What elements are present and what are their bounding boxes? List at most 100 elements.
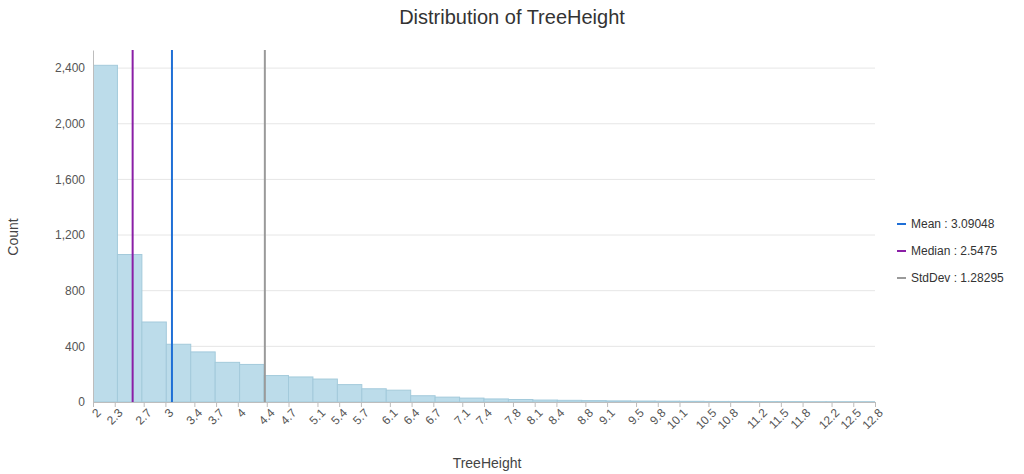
x-tick-label: 2 bbox=[89, 406, 104, 421]
x-tick-label: 11.8 bbox=[788, 406, 814, 432]
x-tick-label: 3 bbox=[162, 406, 177, 421]
histogram-bar bbox=[337, 385, 361, 402]
y-tick-label: 1,200 bbox=[55, 228, 85, 242]
x-tick-label: 7.4 bbox=[473, 406, 495, 428]
x-tick-label: 3.4 bbox=[183, 406, 205, 428]
histogram-bar bbox=[264, 376, 288, 402]
x-tick-label: 5.1 bbox=[307, 406, 329, 428]
histogram-bar bbox=[557, 400, 581, 402]
grid-line bbox=[93, 235, 875, 236]
plot-area bbox=[93, 50, 875, 402]
y-tick-label: 400 bbox=[65, 340, 85, 354]
histogram-bar bbox=[728, 401, 752, 402]
x-tick-label: 6.7 bbox=[422, 406, 444, 428]
x-tick-label: 4 bbox=[234, 406, 249, 421]
x-tick-label: 7.8 bbox=[502, 406, 524, 428]
histogram-bar bbox=[191, 352, 215, 402]
x-tick-label: 2.7 bbox=[133, 406, 155, 428]
y-tick-label: 0 bbox=[78, 395, 85, 409]
x-tick-label: 8.1 bbox=[524, 406, 546, 428]
x-tick: 10.8 bbox=[715, 402, 742, 432]
y-tick-label: 2,000 bbox=[55, 117, 85, 131]
x-tick: 12.5 bbox=[838, 402, 865, 432]
histogram-bar bbox=[460, 398, 484, 402]
legend-swatch bbox=[897, 277, 906, 279]
x-tick: 6.4 bbox=[401, 402, 423, 428]
x-tick-label: 4.7 bbox=[278, 406, 300, 428]
x-tick-label: 10.1 bbox=[664, 406, 691, 433]
x-tick-label: 4.4 bbox=[256, 406, 278, 428]
x-tick: 8.1 bbox=[524, 402, 546, 428]
x-tick: 8.4 bbox=[546, 402, 568, 428]
x-tick-label: 12.5 bbox=[838, 406, 865, 433]
y-axis: 0 400 800 1,200 1,600 2,000 2,400 bbox=[55, 51, 94, 410]
y-tick: 2,000 bbox=[55, 117, 93, 131]
histogram-bar bbox=[93, 65, 117, 402]
x-tick-label: 9.5 bbox=[625, 406, 647, 428]
y-tick-label: 1,600 bbox=[55, 173, 85, 187]
x-tick-label: 7.1 bbox=[451, 406, 473, 428]
x-tick-label: 6.1 bbox=[379, 406, 401, 428]
x-tick: 11.2 bbox=[744, 402, 770, 432]
x-tick: 12.2 bbox=[816, 402, 843, 432]
x-axis: 22.3 2.7 3 3.43.7 4 4.44.7 5.15.45.7 6.16.46.7 7… bbox=[89, 402, 886, 432]
grid-line bbox=[93, 68, 875, 69]
histogram-bar bbox=[533, 400, 557, 402]
y-tick-label: 2,400 bbox=[55, 61, 85, 75]
x-tick-label: 8.4 bbox=[546, 406, 568, 428]
grid-line bbox=[93, 179, 875, 180]
x-tick: 2 bbox=[89, 402, 104, 420]
x-tick-label: 11.5 bbox=[766, 406, 792, 432]
x-tick: 12.8 bbox=[859, 402, 886, 432]
histogram-bar bbox=[240, 364, 264, 402]
x-axis-title: TreeHeight bbox=[453, 455, 522, 471]
x-tick: 5.4 bbox=[328, 402, 350, 428]
x-tick: 4.7 bbox=[278, 402, 300, 428]
histogram-bar bbox=[777, 401, 801, 402]
histogram-bar bbox=[704, 401, 728, 402]
grid bbox=[93, 68, 875, 402]
legend-label: StdDev : 1.28295 bbox=[911, 271, 1004, 285]
x-tick: 2.3 bbox=[104, 402, 126, 428]
histogram-bar bbox=[606, 401, 630, 402]
y-tick: 800 bbox=[65, 284, 93, 298]
x-tick-label: 8.8 bbox=[574, 406, 596, 428]
histogram-bar bbox=[851, 401, 875, 402]
histogram-bar bbox=[484, 399, 508, 402]
chart: 22.3 2.7 3 3.43.7 4 4.44.7 5.15.45.7 6.16.46.7 7… bbox=[0, 0, 1024, 474]
histogram-bar bbox=[655, 401, 679, 402]
legend: Mean : 3.09048Median : 2.5475StdDev : 1.… bbox=[897, 217, 1004, 285]
x-tick: 7.1 bbox=[451, 402, 473, 428]
x-tick-label: 3.7 bbox=[205, 406, 227, 428]
x-tick-label: 2.3 bbox=[104, 406, 126, 428]
y-tick: 2,400 bbox=[55, 61, 93, 75]
y-tick: 400 bbox=[65, 340, 93, 354]
x-tick-label: 11.2 bbox=[744, 406, 770, 432]
reference-line bbox=[132, 50, 134, 402]
y-tick-label: 800 bbox=[65, 284, 85, 298]
y-tick: 1,200 bbox=[55, 228, 93, 242]
histogram-bar bbox=[582, 401, 606, 402]
x-tick: 6.1 bbox=[379, 402, 401, 428]
x-tick-label: 9.1 bbox=[596, 406, 618, 428]
x-tick: 3 bbox=[162, 402, 177, 420]
reference-line bbox=[264, 50, 266, 402]
legend-label: Median : 2.5475 bbox=[911, 244, 997, 258]
x-tick: 7.8 bbox=[502, 402, 524, 428]
x-tick: 9.5 bbox=[625, 402, 647, 428]
histogram-bar bbox=[386, 390, 410, 402]
histogram-bar bbox=[289, 377, 313, 402]
histogram-bar bbox=[435, 397, 459, 402]
histogram-bar bbox=[753, 401, 777, 402]
x-tick-label: 10.5 bbox=[693, 406, 720, 433]
x-tick-label: 6.4 bbox=[401, 406, 423, 428]
grid-line bbox=[93, 346, 875, 347]
histogram-bar bbox=[826, 401, 850, 402]
x-tick: 5.7 bbox=[350, 402, 372, 428]
x-tick: 3.7 bbox=[205, 402, 227, 428]
x-tick: 5.1 bbox=[307, 402, 329, 428]
x-tick: 11.8 bbox=[788, 402, 814, 432]
x-tick: 3.4 bbox=[183, 402, 205, 428]
x-tick-label: 12.8 bbox=[859, 406, 886, 433]
x-tick: 6.7 bbox=[422, 402, 444, 428]
